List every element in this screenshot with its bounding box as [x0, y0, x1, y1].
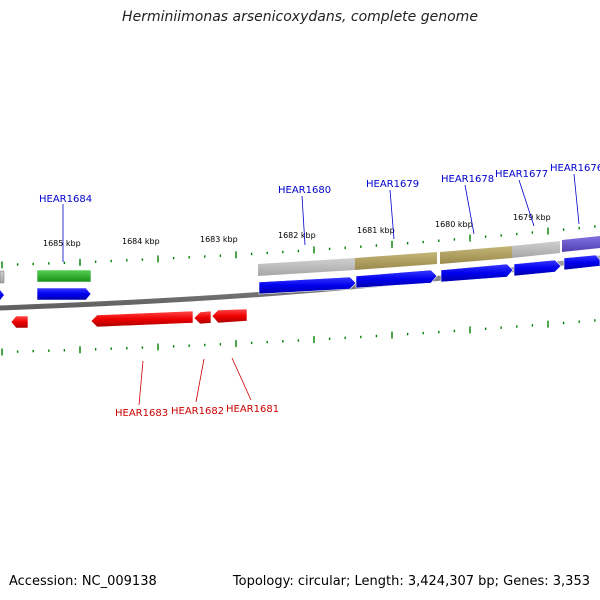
- gray-feature[interactable]: [258, 258, 355, 276]
- kbp-label: 1682 kbp: [278, 231, 316, 240]
- reverse-gene-arrow[interactable]: [193, 310, 212, 325]
- top-tick-row: [1, 225, 596, 269]
- forward-gene-labels: HEAR1684 HEAR1680 HEAR1679 HEAR1678 HEAR…: [39, 163, 600, 262]
- bottom-tick-row: [1, 319, 596, 356]
- gene-label-HEAR1683[interactable]: HEAR1683: [115, 408, 168, 419]
- forward-gene-arrow[interactable]: [36, 287, 92, 301]
- topology-text: Topology: circular; Length: 3,424,307 bp…: [232, 574, 590, 589]
- forward-gene-arrow[interactable]: [563, 254, 600, 271]
- kbp-label: 1685 kbp: [43, 239, 81, 248]
- gene-label-HEAR1684[interactable]: HEAR1684: [39, 194, 92, 205]
- gray-feature[interactable]: [0, 270, 5, 284]
- gene-label-HEAR1679[interactable]: HEAR1679: [366, 179, 419, 190]
- gene-label-HEAR1676[interactable]: HEAR1676: [550, 163, 600, 174]
- gene-label-HEAR1677[interactable]: HEAR1677: [495, 169, 548, 180]
- gray-feature[interactable]: [512, 241, 560, 258]
- green-feature[interactable]: [36, 269, 92, 283]
- kbp-label: 1680 kbp: [435, 220, 473, 229]
- forward-gene-arrow[interactable]: [513, 259, 562, 277]
- kbp-label: 1679 kbp: [513, 213, 551, 222]
- kbp-scale-labels: 1685 kbp 1684 kbp 1683 kbp 1682 kbp 1681…: [43, 213, 551, 248]
- forward-gene-track: [0, 254, 600, 301]
- feature-track: [0, 236, 600, 284]
- reverse-gene-track: [10, 308, 248, 329]
- kbp-label: 1681 kbp: [357, 226, 395, 235]
- forward-gene-arrow[interactable]: [0, 290, 4, 300]
- olive-feature[interactable]: [355, 252, 437, 270]
- reverse-gene-arrow[interactable]: [10, 315, 29, 329]
- gene-label-HEAR1682[interactable]: HEAR1682: [171, 406, 224, 417]
- forward-gene-arrow[interactable]: [258, 276, 357, 295]
- gene-label-HEAR1678[interactable]: HEAR1678: [441, 174, 494, 185]
- reverse-gene-labels: HEAR1683 HEAR1682 HEAR1681: [115, 357, 279, 419]
- reverse-gene-arrow[interactable]: [90, 310, 194, 328]
- kbp-label: 1683 kbp: [200, 235, 238, 244]
- kbp-label: 1684 kbp: [122, 237, 160, 246]
- purple-feature[interactable]: [562, 236, 600, 252]
- forward-gene-arrow[interactable]: [355, 269, 438, 289]
- forward-gene-arrow[interactable]: [440, 263, 514, 283]
- gene-label-HEAR1680[interactable]: HEAR1680: [278, 185, 331, 196]
- reverse-gene-arrow[interactable]: [211, 308, 248, 324]
- accession-text: Accession: NC_009138: [9, 574, 157, 589]
- gene-label-HEAR1681[interactable]: HEAR1681: [226, 404, 279, 415]
- olive-feature[interactable]: [440, 246, 512, 264]
- map-title: Herminiimonas arsenicoxydans, complete g…: [122, 9, 478, 25]
